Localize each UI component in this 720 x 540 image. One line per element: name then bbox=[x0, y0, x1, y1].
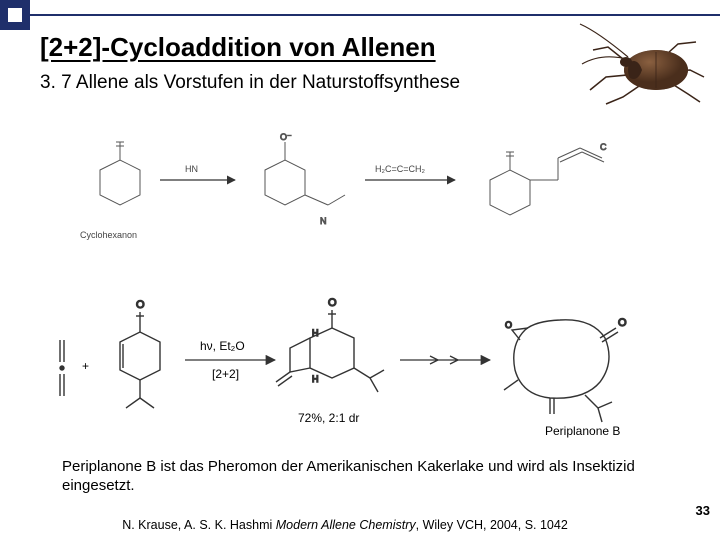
citation-authors: N. Krause, A. S. K. Hashmi bbox=[122, 518, 272, 532]
footnote-text: Periplanone B ist das Pheromon der Ameri… bbox=[62, 458, 660, 496]
page-number: 33 bbox=[696, 503, 710, 518]
svg-text:N: N bbox=[320, 216, 327, 226]
reagent-2-label: H₂C=C=CH₂ bbox=[375, 164, 426, 174]
slide-subtitle: 3. 7 Allene als Vorstufen in der Naturst… bbox=[40, 72, 460, 94]
citation-publisher: Wiley VCH, 2004, S. 1042 bbox=[423, 518, 568, 532]
svg-text:O⁻: O⁻ bbox=[280, 132, 292, 142]
citation: N. Krause, A. S. K. Hashmi Modern Allene… bbox=[0, 518, 690, 532]
svg-text:C: C bbox=[600, 142, 607, 152]
reagent-1-label: HN bbox=[185, 164, 198, 174]
slide-top-rule bbox=[30, 14, 720, 16]
citation-title: Modern Allene Chemistry bbox=[276, 518, 416, 532]
multistep-arrow bbox=[400, 356, 490, 364]
cockroach-image bbox=[578, 22, 708, 107]
conditions-top: hν, Et₂O bbox=[200, 339, 245, 353]
slide-title: [2+2]-Cycloaddition von Allenen bbox=[40, 32, 436, 63]
svg-text:O: O bbox=[505, 320, 512, 330]
svg-text:O: O bbox=[328, 297, 337, 309]
reaction-scheme-1: Cyclohexanon HN O⁻ N H₂C=C=CH₂ C bbox=[60, 130, 660, 270]
yield-label: 72%, 2:1 dr bbox=[298, 411, 359, 425]
svg-text:H: H bbox=[312, 328, 319, 338]
conditions-bottom: [2+2] bbox=[212, 367, 239, 381]
plus-sign: + bbox=[82, 359, 89, 373]
svg-text:O: O bbox=[618, 317, 627, 329]
svg-text:H: H bbox=[312, 374, 319, 384]
product-name: Periplanone B bbox=[545, 424, 620, 438]
slide-accent-square bbox=[0, 0, 30, 30]
svg-text:O: O bbox=[136, 299, 145, 311]
reaction-scheme-2: + O hν, Et₂O [2+2] O H H 72%, 2:1 dr bbox=[40, 290, 680, 440]
cyclohexanone-label: Cyclohexanon bbox=[80, 230, 137, 240]
